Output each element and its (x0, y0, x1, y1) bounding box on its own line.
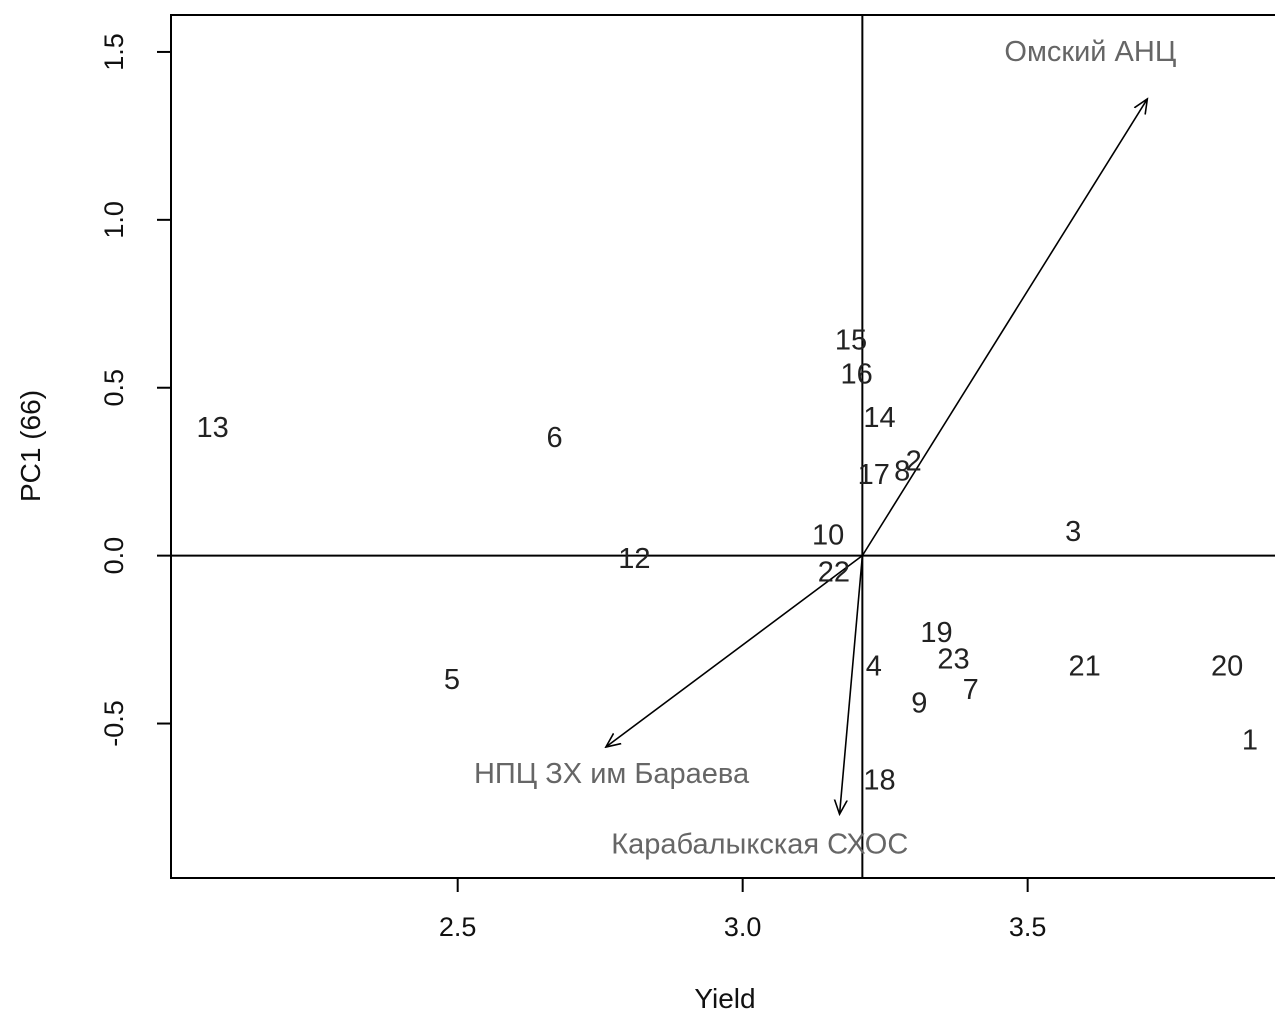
y-tick-label: 0.5 (99, 369, 129, 407)
x-axis: 2.5 3.0 3.5 (439, 878, 1047, 942)
genotype-label: 5 (444, 664, 460, 696)
genotype-label: 2 (906, 446, 922, 478)
genotype-label: 10 (812, 519, 844, 551)
y-axis-title: PC1 (66) (15, 390, 46, 502)
environment-label: Омский АНЦ (1004, 36, 1176, 68)
environment-vectors: Омский АНЦ НПЦ ЗХ им Бараева Карабалыкская… (474, 36, 1176, 860)
genotype-label: 13 (196, 412, 228, 444)
genotype-label: 1 (1242, 724, 1258, 756)
genotype-label: 8 (894, 456, 910, 488)
genotype-label: 3 (1065, 516, 1081, 548)
x-tick-label: 3.0 (724, 912, 762, 942)
y-tick-label: 1.5 (99, 33, 129, 71)
genotype-label: 12 (618, 543, 650, 575)
y-tick-label: -0.5 (99, 700, 129, 747)
environment-label: Карабалыкская СХОС (611, 828, 908, 860)
y-tick-label: 0.0 (99, 537, 129, 575)
genotype-label: 15 (835, 325, 867, 357)
y-tick-label: 1.0 (99, 201, 129, 239)
x-tick-label: 3.5 (1009, 912, 1047, 942)
genotype-label: 18 (863, 765, 895, 797)
genotype-label: 4 (866, 650, 882, 682)
genotype-label: 20 (1211, 650, 1243, 682)
reference-lines (171, 15, 1275, 878)
genotype-label: 22 (818, 556, 850, 588)
genotype-label: 7 (963, 674, 979, 706)
genotype-label: 21 (1069, 650, 1101, 682)
y-axis: -0.5 0.0 0.5 1.0 1.5 (99, 33, 171, 747)
genotype-label: 9 (911, 687, 927, 719)
environment-vector (606, 554, 863, 747)
x-tick-label: 2.5 (439, 912, 477, 942)
genotype-label: 23 (937, 644, 969, 676)
environment-vector (861, 99, 1147, 557)
genotype-label: 6 (547, 422, 563, 454)
x-axis-title: Yield (694, 983, 755, 1014)
environment-vector (840, 555, 864, 815)
plot-frame (170, 14, 1275, 879)
genotype-label: 16 (841, 358, 873, 390)
genotype-label: 19 (920, 617, 952, 649)
genotype-label: 17 (858, 459, 890, 491)
environment-label: НПЦ ЗХ им Бараева (474, 758, 750, 790)
genotype-label: 14 (863, 402, 895, 434)
